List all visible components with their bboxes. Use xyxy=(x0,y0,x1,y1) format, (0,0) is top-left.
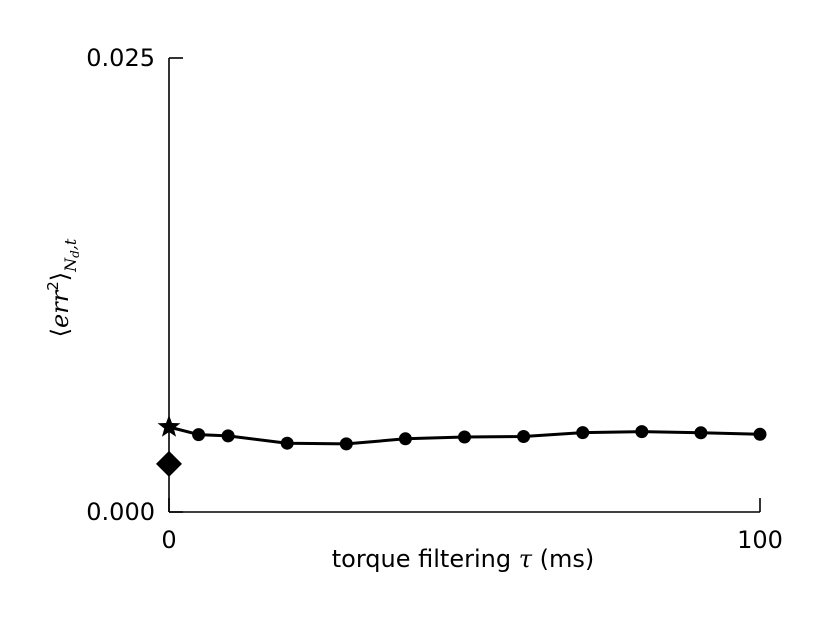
y-axis-label: ⟨err2⟩Nd,t xyxy=(44,238,82,337)
data-point xyxy=(458,431,471,444)
data-point xyxy=(517,430,530,443)
ticks xyxy=(169,58,760,512)
x-tick-label: 0 xyxy=(161,526,176,554)
data-point xyxy=(281,437,294,450)
data-point xyxy=(754,428,767,441)
data-point xyxy=(694,426,707,439)
series xyxy=(169,425,767,450)
data-point xyxy=(192,428,205,441)
y-tick-label: 0.025 xyxy=(86,44,155,72)
diamond-marker xyxy=(156,451,182,477)
data-point xyxy=(576,426,589,439)
y-tick-label: 0.000 xyxy=(86,498,155,526)
data-point xyxy=(340,437,353,450)
data-point xyxy=(399,432,412,445)
tick-labels: 0.000 0.025 0 100 xyxy=(86,44,783,554)
x-axis-label: torque filtering τ (ms) xyxy=(332,545,594,573)
data-point xyxy=(222,429,235,442)
axes xyxy=(169,58,760,512)
x-tick-label: 100 xyxy=(737,526,783,554)
data-point xyxy=(635,425,648,438)
